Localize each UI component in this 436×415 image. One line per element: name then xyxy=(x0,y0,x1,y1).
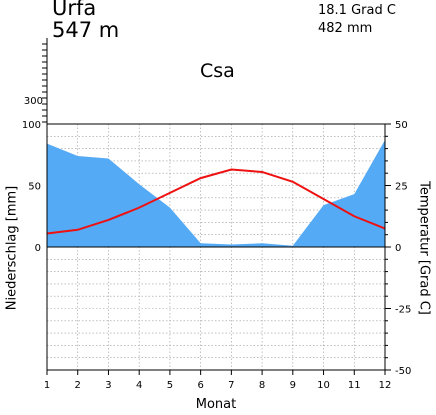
x-tick-label: 2 xyxy=(75,380,81,391)
x-tick-label: 4 xyxy=(136,380,142,391)
station-name: Urfa xyxy=(52,0,97,20)
precip-tick-label: 50 xyxy=(28,182,41,193)
precip-tick-label: 0 xyxy=(35,243,41,254)
x-tick-label: 11 xyxy=(348,380,361,391)
climate-class: Csa xyxy=(200,60,235,82)
axes xyxy=(42,38,391,375)
x-tick-label: 10 xyxy=(317,380,330,391)
x-tick-label: 9 xyxy=(290,380,296,391)
x-tick-label: 1 xyxy=(44,380,50,391)
precip-tick-label: 100 xyxy=(22,120,41,131)
month-axis-label: Monat xyxy=(195,397,237,412)
precip-tick-label: 300 xyxy=(24,96,43,107)
annual-temperature: 18.1 Grad C xyxy=(318,3,396,18)
x-tick-label: 3 xyxy=(105,380,111,391)
station-elevation: 547 m xyxy=(52,18,120,42)
x-tick-label: 8 xyxy=(259,380,265,391)
temp-tick-label: -25 xyxy=(395,305,411,316)
x-tick-label: 5 xyxy=(167,380,173,391)
temp-tick-label: 50 xyxy=(395,120,408,131)
temp-tick-label: -50 xyxy=(395,366,411,377)
temperature-line xyxy=(46,168,386,235)
x-tick-label: 7 xyxy=(228,380,234,391)
x-tick-label: 12 xyxy=(379,380,392,391)
tick-labels: 1 2 3 4 5 6 7 8 9 10 11 12 0 50 100 300 … xyxy=(22,96,411,391)
x-tick-label: 6 xyxy=(197,380,203,391)
precipitation-area xyxy=(47,139,385,247)
annual-precipitation: 482 mm xyxy=(318,21,373,36)
temp-tick-label: 25 xyxy=(395,182,408,193)
temp-tick-label: 0 xyxy=(395,243,401,254)
